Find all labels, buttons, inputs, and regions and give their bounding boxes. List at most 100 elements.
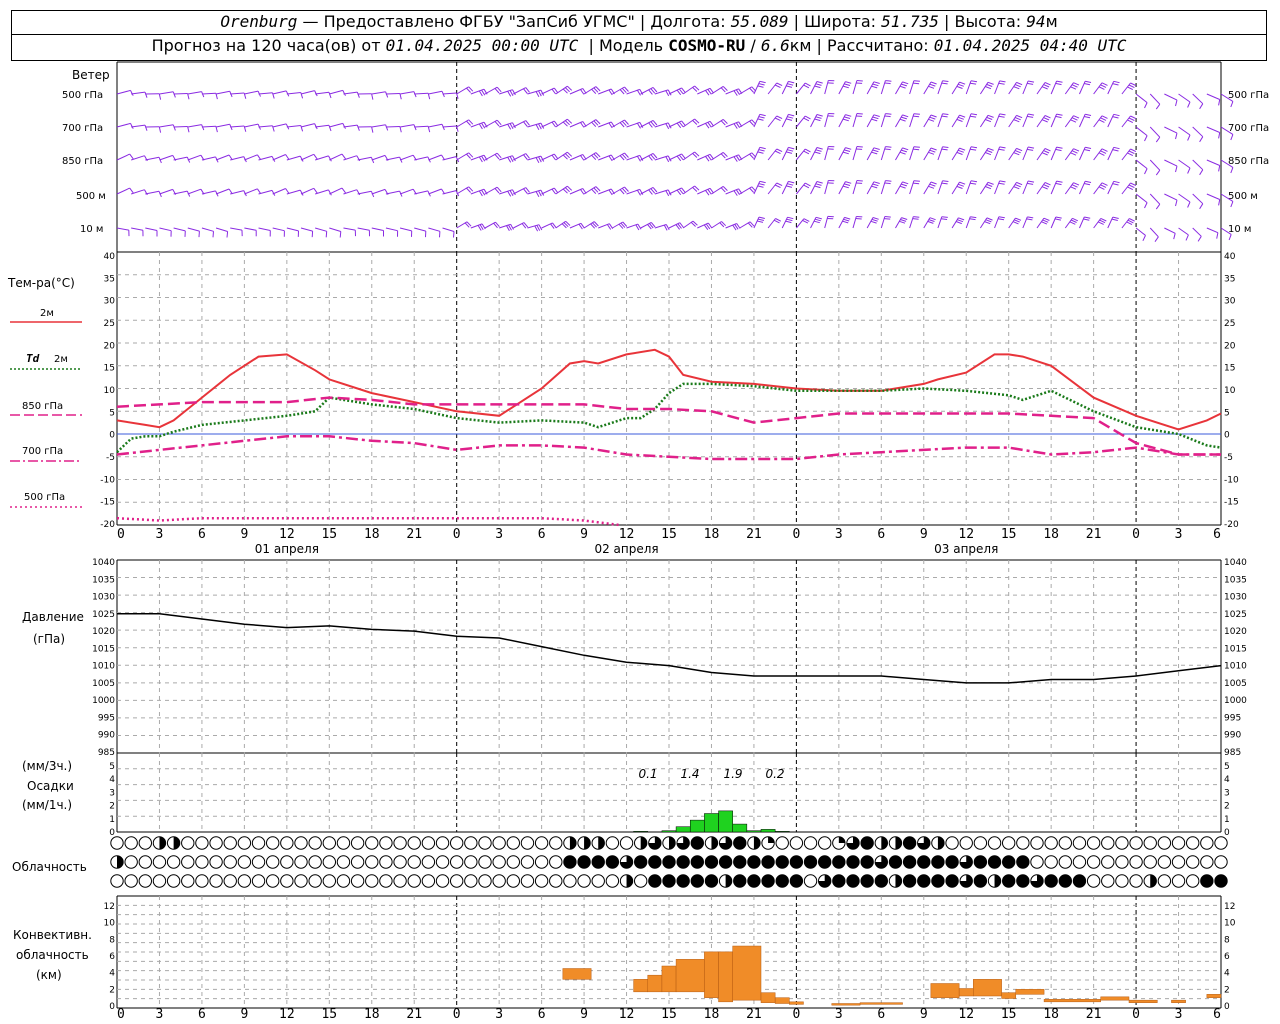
- cloud-symbol: [973, 855, 988, 869]
- wind-barb: [187, 154, 202, 161]
- cloud-symbol: [817, 836, 832, 850]
- wind-barb-flag: [959, 181, 966, 185]
- wind-barb: [357, 190, 372, 195]
- cloud-symbol: [775, 855, 789, 869]
- wind-barb-flag: [385, 91, 389, 98]
- wind-barb-flag: [1044, 115, 1051, 119]
- wind-barb-flag: [507, 90, 512, 97]
- cloud-symbol: [1001, 836, 1016, 850]
- city-name: Orenburg: [220, 12, 298, 31]
- cloud-symbol: [308, 855, 322, 869]
- wind-barb-flag: [884, 115, 891, 118]
- convective-bar: [774, 997, 790, 1004]
- wind-barb-flag: [804, 148, 811, 153]
- cloud-symbol: [676, 874, 690, 888]
- wind-barb-flag: [802, 219, 809, 224]
- pressure-tick-label: 1030: [1224, 593, 1247, 603]
- cloud-symbol: [775, 874, 789, 888]
- wind-barb-flag: [721, 221, 727, 227]
- cloud-symbol: [577, 874, 591, 888]
- wind-barb-flag: [619, 89, 625, 95]
- wind-barb-flag: [758, 149, 765, 152]
- wind-barb-flag: [1041, 152, 1048, 156]
- wind-barb-flag: [985, 119, 992, 123]
- wind-barb-flag: [970, 182, 977, 185]
- cloud-symbol: [1200, 836, 1214, 850]
- temp-tick-label: 0: [109, 431, 115, 441]
- wind-barb-flag: [884, 148, 891, 151]
- series-line: [116, 382, 1222, 454]
- wind-barb: [810, 181, 818, 195]
- cloud-symbol-fill: [768, 836, 775, 843]
- wind-barb-flag: [1043, 84, 1050, 88]
- convective-bar: [1001, 992, 1017, 999]
- cloud-symbol-fill: [994, 874, 1001, 888]
- wind-barb: [131, 91, 146, 95]
- wind-barb-flag: [621, 120, 627, 127]
- cloud-symbol: [917, 874, 931, 888]
- wind-barb-flag: [1112, 83, 1119, 86]
- wind-barb: [399, 124, 414, 128]
- wind-barb-flag: [1028, 180, 1035, 183]
- wind-barb: [1164, 93, 1178, 101]
- wind-barb: [1036, 148, 1046, 161]
- cloud-symbol: [322, 874, 337, 888]
- precip-tick-label: 0: [1224, 828, 1230, 838]
- wind-barb-flag: [987, 147, 994, 151]
- wind-barb-flag: [580, 122, 585, 128]
- latitude-value: 51.735: [881, 12, 939, 31]
- wind-barb-flag: [1055, 115, 1062, 119]
- wind-barb-flag: [913, 113, 920, 115]
- wind-barb-flag: [959, 147, 966, 151]
- wind-barb-flag: [803, 84, 810, 89]
- wind-barb-flag: [815, 83, 822, 86]
- cloud-symbol: [138, 836, 153, 850]
- wind-barb: [428, 188, 442, 195]
- wind-barb-flag: [1100, 84, 1107, 88]
- temp-tick-label: 30: [1224, 297, 1236, 307]
- cloud-symbol: [294, 874, 308, 888]
- wind-barb-flag: [562, 188, 568, 194]
- wind-barb-flag: [816, 147, 823, 150]
- wind-barb-flag: [759, 180, 766, 184]
- wind-barb: [371, 124, 386, 128]
- wind-barb: [145, 156, 160, 161]
- x-tick-label: 0: [792, 1007, 800, 1022]
- wind-barb: [1164, 227, 1176, 234]
- wind-barb-flag: [899, 85, 906, 89]
- wind-barb-flag: [705, 90, 710, 96]
- wind-barb-flag: [1073, 115, 1080, 119]
- wind-barb: [795, 218, 805, 229]
- wind-barb-flag: [855, 218, 862, 220]
- wind-barb-flag: [649, 223, 654, 229]
- wind-barb-flag: [816, 81, 823, 84]
- cloud-symbol: [1129, 874, 1143, 888]
- convective-bar: [859, 1002, 903, 1005]
- wind-barb-flag: [844, 183, 851, 186]
- cloud-symbol: [718, 855, 733, 869]
- wind-barb: [215, 90, 230, 95]
- cloud-symbol: [648, 874, 662, 888]
- x-tick-label: 18: [364, 527, 380, 542]
- cloud-symbol: [534, 874, 549, 888]
- cloud-symbol: [181, 836, 195, 850]
- wind-barb-flag: [759, 80, 766, 84]
- cloud-symbol: [138, 855, 153, 869]
- cloud-symbol: [280, 855, 294, 869]
- temp-tick-label: 30: [104, 297, 116, 307]
- wind-barb: [1149, 126, 1161, 138]
- wind-barb-flag: [912, 218, 919, 220]
- wind-barb: [1178, 93, 1191, 103]
- cloud-symbol: [449, 855, 464, 869]
- wind-barb-flag: [681, 87, 686, 93]
- cloud-symbol-fill: [917, 836, 930, 850]
- wind-barb-flag: [733, 190, 738, 196]
- wind-barb-flag: [999, 180, 1006, 183]
- wind-barb-flag: [815, 116, 822, 119]
- cloud-symbol: [492, 874, 506, 888]
- wind-barb-flag: [694, 118, 700, 124]
- legend-td-prefix: Td: [26, 352, 40, 365]
- wind-barb-flag: [845, 181, 852, 184]
- wind-barb-flag: [620, 222, 626, 228]
- convective-bar: [675, 959, 705, 993]
